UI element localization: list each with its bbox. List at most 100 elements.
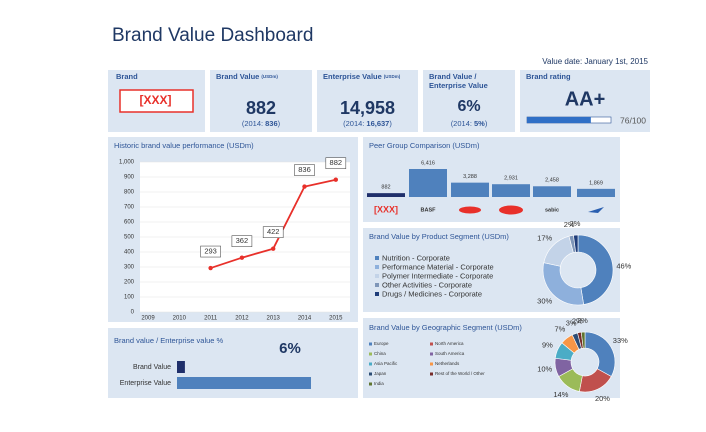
card-bg bbox=[423, 70, 515, 132]
donut-slice bbox=[577, 234, 614, 305]
label-box bbox=[294, 164, 315, 176]
headline: 6% bbox=[279, 340, 301, 357]
legend-swatch bbox=[369, 382, 372, 386]
legend-swatch bbox=[369, 342, 372, 346]
y-tick-label: 700 bbox=[124, 205, 135, 211]
data-label: 30% bbox=[537, 297, 552, 306]
card-prior: (2014: 5%) bbox=[451, 119, 488, 128]
data-label: 293 bbox=[204, 247, 217, 256]
bar bbox=[451, 182, 489, 197]
data-label: 2% bbox=[570, 219, 581, 228]
legend-swatch bbox=[430, 342, 433, 346]
prior-close: ) bbox=[389, 119, 392, 128]
legend-label: Performance Material - Corporate bbox=[382, 262, 494, 271]
logo bbox=[588, 207, 604, 213]
bar bbox=[409, 169, 447, 197]
data-label: 20% bbox=[595, 394, 610, 403]
panel-title: Peer Group Comparison (USDm) bbox=[369, 141, 480, 150]
x-tick-label: 2014 bbox=[298, 316, 312, 322]
page-title: Brand Value Dashboard bbox=[112, 25, 313, 46]
data-label: 9% bbox=[542, 341, 553, 350]
data-label: 2,931 bbox=[504, 176, 518, 182]
card-value: 14,958 bbox=[340, 98, 395, 118]
card-prior: (2014: 16,637) bbox=[343, 119, 392, 128]
data-label: 2% bbox=[577, 316, 588, 325]
y-tick-label: 0 bbox=[131, 310, 135, 316]
prior-open: (2014: bbox=[242, 119, 263, 128]
data-label: 17% bbox=[537, 233, 552, 242]
legend-label: South America bbox=[435, 351, 465, 356]
label-box bbox=[231, 235, 253, 247]
data-label: 10% bbox=[537, 365, 552, 374]
legend-swatch bbox=[375, 256, 379, 260]
legend-swatch bbox=[375, 274, 379, 278]
data-label: 422 bbox=[267, 227, 280, 236]
card-title-text: Brand rating bbox=[526, 72, 571, 81]
point bbox=[302, 184, 307, 189]
y-tick-label: 500 bbox=[124, 235, 135, 241]
card-bg bbox=[317, 70, 418, 132]
y-tick-label: 200 bbox=[124, 280, 135, 286]
data-label: 3,288 bbox=[463, 174, 477, 180]
data-label: 362 bbox=[236, 236, 249, 245]
legend-label: India bbox=[374, 381, 384, 386]
category-label: Enterprise Value bbox=[120, 380, 171, 387]
card-title: Enterprise Value (USDm) bbox=[323, 72, 401, 81]
point bbox=[333, 177, 338, 182]
card-title: Brand Value (USDm) bbox=[216, 72, 278, 81]
card-title: Brand bbox=[116, 72, 138, 81]
card-unit: (USDm) bbox=[261, 74, 278, 79]
x-tick-label: 2009 bbox=[141, 316, 155, 322]
legend-label: Europe bbox=[374, 341, 389, 346]
card-title-text: Enterprise Value bbox=[323, 72, 382, 81]
category-label: BASF bbox=[421, 207, 437, 213]
x-tick-label: 2012 bbox=[235, 316, 249, 322]
x-tick-label: 2015 bbox=[329, 316, 343, 322]
panel-title: Brand Value by Product Segment (USDm) bbox=[369, 232, 509, 241]
data-label: 2% bbox=[564, 220, 575, 229]
point bbox=[208, 265, 213, 271]
legend-swatch bbox=[369, 352, 372, 356]
data-label: 6,416 bbox=[421, 160, 435, 166]
category-label: Brand Value bbox=[133, 364, 171, 371]
panel-title: Brand Value by Geographic Segment (USDm) bbox=[369, 323, 522, 332]
card-value: 882 bbox=[246, 98, 276, 118]
card-unit: (USDm) bbox=[384, 74, 401, 79]
bar bbox=[492, 184, 530, 197]
data-label: 33% bbox=[613, 336, 628, 345]
card-prior: (2014: 836) bbox=[242, 119, 281, 128]
y-tick-label: 400 bbox=[124, 250, 135, 256]
legend-label: Drugs / Medicines - Corporate bbox=[382, 289, 482, 298]
data-label: 1,869 bbox=[589, 180, 603, 186]
card-title: Enterprise Value bbox=[429, 81, 488, 90]
bar bbox=[533, 186, 571, 197]
legend-swatch bbox=[430, 372, 433, 376]
card-value: AA+ bbox=[565, 88, 606, 110]
legend-swatch bbox=[369, 362, 372, 366]
prior-close: ) bbox=[485, 119, 488, 128]
card-title-text: Brand bbox=[116, 72, 138, 81]
label-box bbox=[325, 157, 347, 169]
data-label: 14% bbox=[553, 390, 568, 399]
panel-title: Brand value / Enterprise value % bbox=[114, 336, 224, 345]
data-label: 7% bbox=[554, 325, 565, 334]
legend-swatch bbox=[375, 283, 379, 287]
data-label: 2,458 bbox=[545, 178, 559, 184]
bar bbox=[177, 361, 185, 373]
data-label: 2% bbox=[572, 317, 583, 326]
prior-value: 836 bbox=[265, 119, 278, 128]
brand-name: [XXX] bbox=[139, 93, 171, 107]
card-bg bbox=[210, 70, 312, 132]
y-tick-label: 600 bbox=[124, 220, 135, 226]
legend-label: Polymer Intermediate - Corporate bbox=[382, 271, 493, 280]
y-tick-label: 900 bbox=[124, 175, 135, 181]
label-box bbox=[200, 245, 221, 258]
prior-value: 16,637 bbox=[366, 119, 389, 128]
card-title: Brand rating bbox=[526, 72, 571, 81]
bar bbox=[177, 377, 311, 389]
card-title-text: Enterprise Value bbox=[429, 81, 488, 90]
donut-slice bbox=[573, 234, 579, 253]
legend-label: Japan bbox=[374, 371, 387, 376]
x-tick-label: 2013 bbox=[267, 316, 281, 322]
